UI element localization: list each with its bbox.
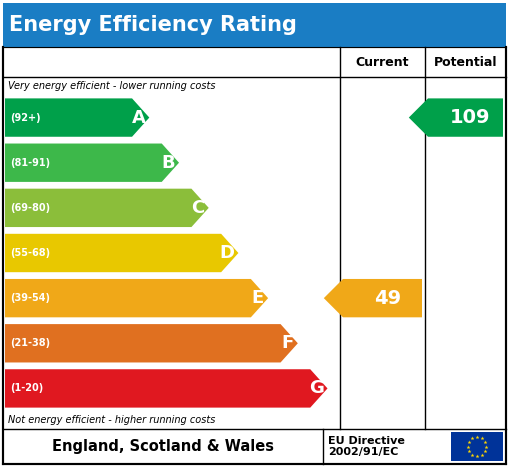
Text: England, Scotland & Wales: England, Scotland & Wales (52, 439, 274, 454)
Polygon shape (324, 279, 422, 318)
Bar (3, 47, 506, 464)
Text: EU Directive
2002/91/EC: EU Directive 2002/91/EC (328, 436, 405, 457)
Text: E: E (252, 289, 264, 307)
Text: G: G (308, 379, 324, 397)
Text: (39-54): (39-54) (10, 293, 50, 303)
Polygon shape (5, 189, 209, 227)
Text: (1-20): (1-20) (10, 383, 43, 393)
Text: Potential: Potential (434, 56, 497, 69)
Polygon shape (5, 279, 268, 318)
Polygon shape (409, 99, 503, 137)
Text: F: F (281, 334, 294, 352)
Text: Current: Current (356, 56, 409, 69)
Text: (92+): (92+) (10, 113, 41, 122)
Bar (451, 432, 503, 461)
Text: (81-91): (81-91) (10, 158, 50, 168)
Polygon shape (5, 369, 327, 408)
Text: Very energy efficient - lower running costs: Very energy efficient - lower running co… (8, 81, 215, 91)
Text: (69-80): (69-80) (10, 203, 50, 213)
Text: Energy Efficiency Rating: Energy Efficiency Rating (9, 15, 297, 35)
Polygon shape (5, 143, 179, 182)
Text: A: A (131, 108, 145, 127)
Text: (55-68): (55-68) (10, 248, 50, 258)
Polygon shape (5, 99, 149, 137)
Text: 49: 49 (374, 289, 401, 308)
Polygon shape (5, 324, 298, 362)
Text: D: D (219, 244, 235, 262)
Text: C: C (191, 199, 205, 217)
Text: 109: 109 (450, 108, 491, 127)
Text: B: B (161, 154, 175, 172)
Bar (3, 3, 506, 47)
Text: (21-38): (21-38) (10, 338, 50, 348)
Text: Not energy efficient - higher running costs: Not energy efficient - higher running co… (8, 415, 215, 425)
Polygon shape (5, 234, 238, 272)
